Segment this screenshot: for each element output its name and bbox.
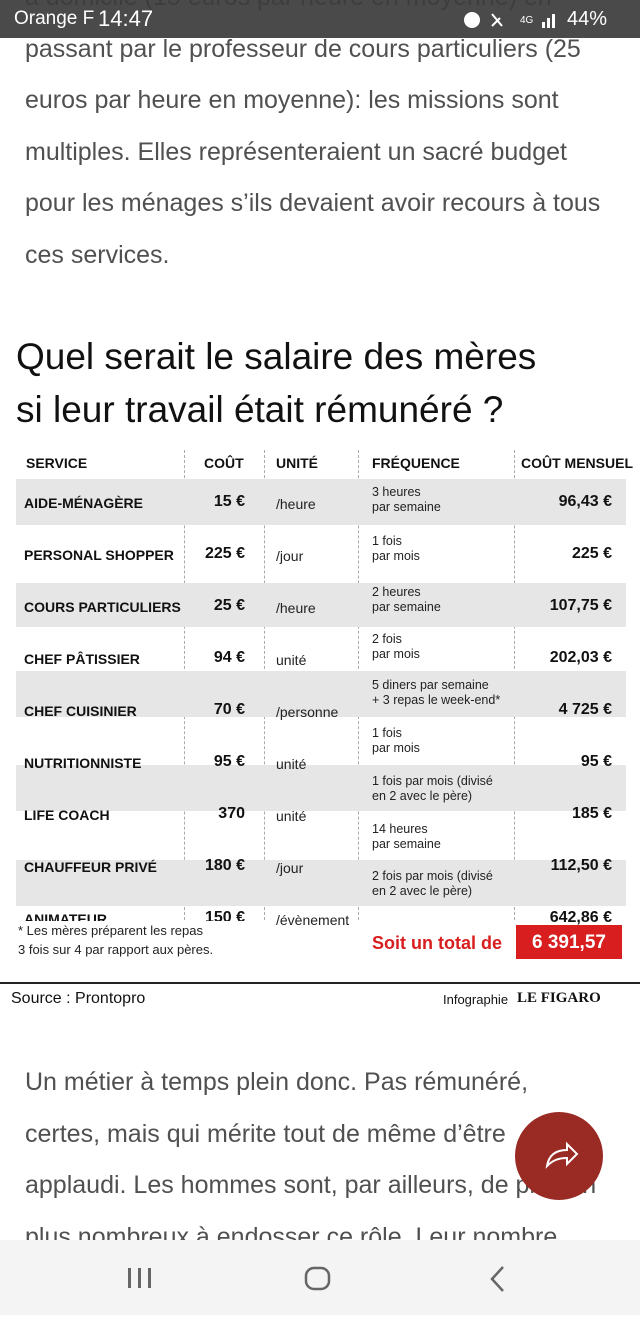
carrier: Orange F [14, 8, 95, 29]
monthly-cost: 4 725 € [558, 701, 612, 718]
frequency: en 2 avec le père) [372, 789, 473, 803]
service: AIDE-MÉNAGÈRE [24, 495, 144, 511]
service: CHEF PÂTISSIER [24, 651, 140, 667]
frequency: 2 heures [372, 585, 421, 599]
row-band [16, 860, 626, 906]
frequency: 14 heures [372, 822, 428, 836]
nav-bar [0, 1240, 640, 1315]
cost: 370 [218, 805, 245, 822]
source: Source : Prontopro [11, 990, 146, 1007]
frequency: par semaine [372, 600, 441, 614]
cost: 225 € [204, 545, 245, 562]
paragraph-line: certes, mais qui mérite tout de même d’ê… [25, 1119, 506, 1148]
svg-text:4G: 4G [520, 15, 534, 26]
cost: 180 € [204, 857, 245, 874]
share-button[interactable] [513, 1110, 605, 1202]
paragraph-line: ces services. [25, 240, 170, 269]
frequency: par mois [372, 549, 420, 563]
unit: /heure [276, 600, 316, 616]
service: CHEF CUISINIER [24, 703, 137, 719]
paragraph-line: euros par heure en moyenne): les mission… [25, 86, 559, 114]
frequency: 1 fois [372, 726, 402, 740]
cost: 94 € [213, 649, 245, 666]
footnote: 3 fois sur 4 par rapport aux pères. [18, 942, 214, 957]
frequency: par mois [372, 647, 420, 661]
title-line: si leur travail était rémunéré ? [16, 389, 504, 430]
total-label: Soit un total de [372, 933, 502, 953]
row-band [16, 671, 626, 717]
credit: Infographie [443, 992, 509, 1007]
cost: 70 € [213, 701, 245, 718]
cost: 25 € [213, 597, 245, 614]
frequency: 1 fois par mois (divisé [372, 774, 493, 788]
brand: LE FIGARO [517, 990, 601, 1006]
footnote: * Les mères préparent les repas [18, 923, 203, 938]
back[interactable] [490, 1266, 504, 1292]
monthly-cost: 202,03 € [549, 649, 612, 666]
monthly-cost: 225 € [571, 545, 612, 562]
frequency: par semaine [372, 500, 441, 514]
paragraph-line: multiples. Elles représenteraient un sac… [25, 137, 567, 166]
service: CHAUFFEUR PRIVÉ [24, 859, 158, 875]
total-value: 6 391,57 [516, 925, 622, 959]
monthly-cost: 642,86 € [549, 909, 612, 926]
frequency: par semaine [372, 837, 441, 851]
frequency: 1 fois [372, 534, 402, 548]
header: COÛT [204, 455, 244, 471]
frequency: 3 heures [372, 485, 421, 499]
cost: 15 € [213, 493, 245, 510]
unit: /jour [276, 548, 304, 564]
service: PERSONAL SHOPPER [24, 547, 174, 563]
unit: /personne [276, 704, 339, 720]
frequency: 2 fois [372, 632, 402, 646]
frequency: 2 fois par mois (divisé [372, 869, 493, 883]
frequency: + 3 repas le week-end* [372, 693, 501, 707]
unit: /jour [276, 860, 304, 876]
header: COÛT MENSUEL [521, 455, 633, 471]
cost: 95 € [213, 753, 245, 770]
service: COURS PARTICULIERS [24, 599, 181, 615]
row-band [16, 583, 626, 627]
service: NUTRITIONNISTE [24, 755, 142, 771]
frequency: 5 diners par semaine [372, 678, 489, 692]
paragraph-line: passant par le professeur de cours parti… [25, 34, 581, 63]
header: SERVICE [26, 455, 88, 471]
monthly-cost: 185 € [571, 805, 612, 822]
status-bar: Orange F 14:47 4G 44% [0, 0, 640, 38]
unit: unité [276, 808, 307, 824]
unit: /heure [276, 496, 316, 512]
monthly-cost: 107,75 € [549, 597, 612, 614]
title-line: Quel serait le salaire des mères [16, 336, 537, 377]
frequency: en 2 avec le père) [372, 884, 473, 898]
row-band [16, 479, 626, 525]
monthly-cost: 95 € [580, 753, 612, 770]
status-icons: 4G [464, 12, 555, 28]
unit: unité [276, 652, 307, 668]
header: FRÉQUENCE [372, 455, 460, 471]
service: LIFE COACH [24, 807, 110, 823]
row-band [16, 765, 626, 811]
paragraph-line: applaudi. Les hommes sont, par ailleurs,… [25, 1171, 597, 1199]
unit: /évènement [276, 912, 350, 928]
paragraph-line: pour les ménages s’ils devaient avoir re… [25, 189, 601, 217]
home[interactable] [304, 1266, 331, 1291]
unit: unité [276, 756, 307, 772]
frequency: par mois [372, 741, 420, 755]
rule [0, 982, 640, 984]
monthly-cost: 96,43 € [558, 493, 612, 510]
header: UNITÉ [276, 455, 318, 471]
monthly-cost: 112,50 € [550, 857, 612, 874]
footnote-box: * Les mères préparent les repas 3 fois s… [18, 921, 258, 961]
paragraph-line: Un métier à temps plein donc. Pas rémuné… [25, 1068, 529, 1096]
time: 14:47 [98, 6, 154, 31]
nav-icons [128, 1266, 504, 1292]
battery: 44% [567, 8, 608, 30]
